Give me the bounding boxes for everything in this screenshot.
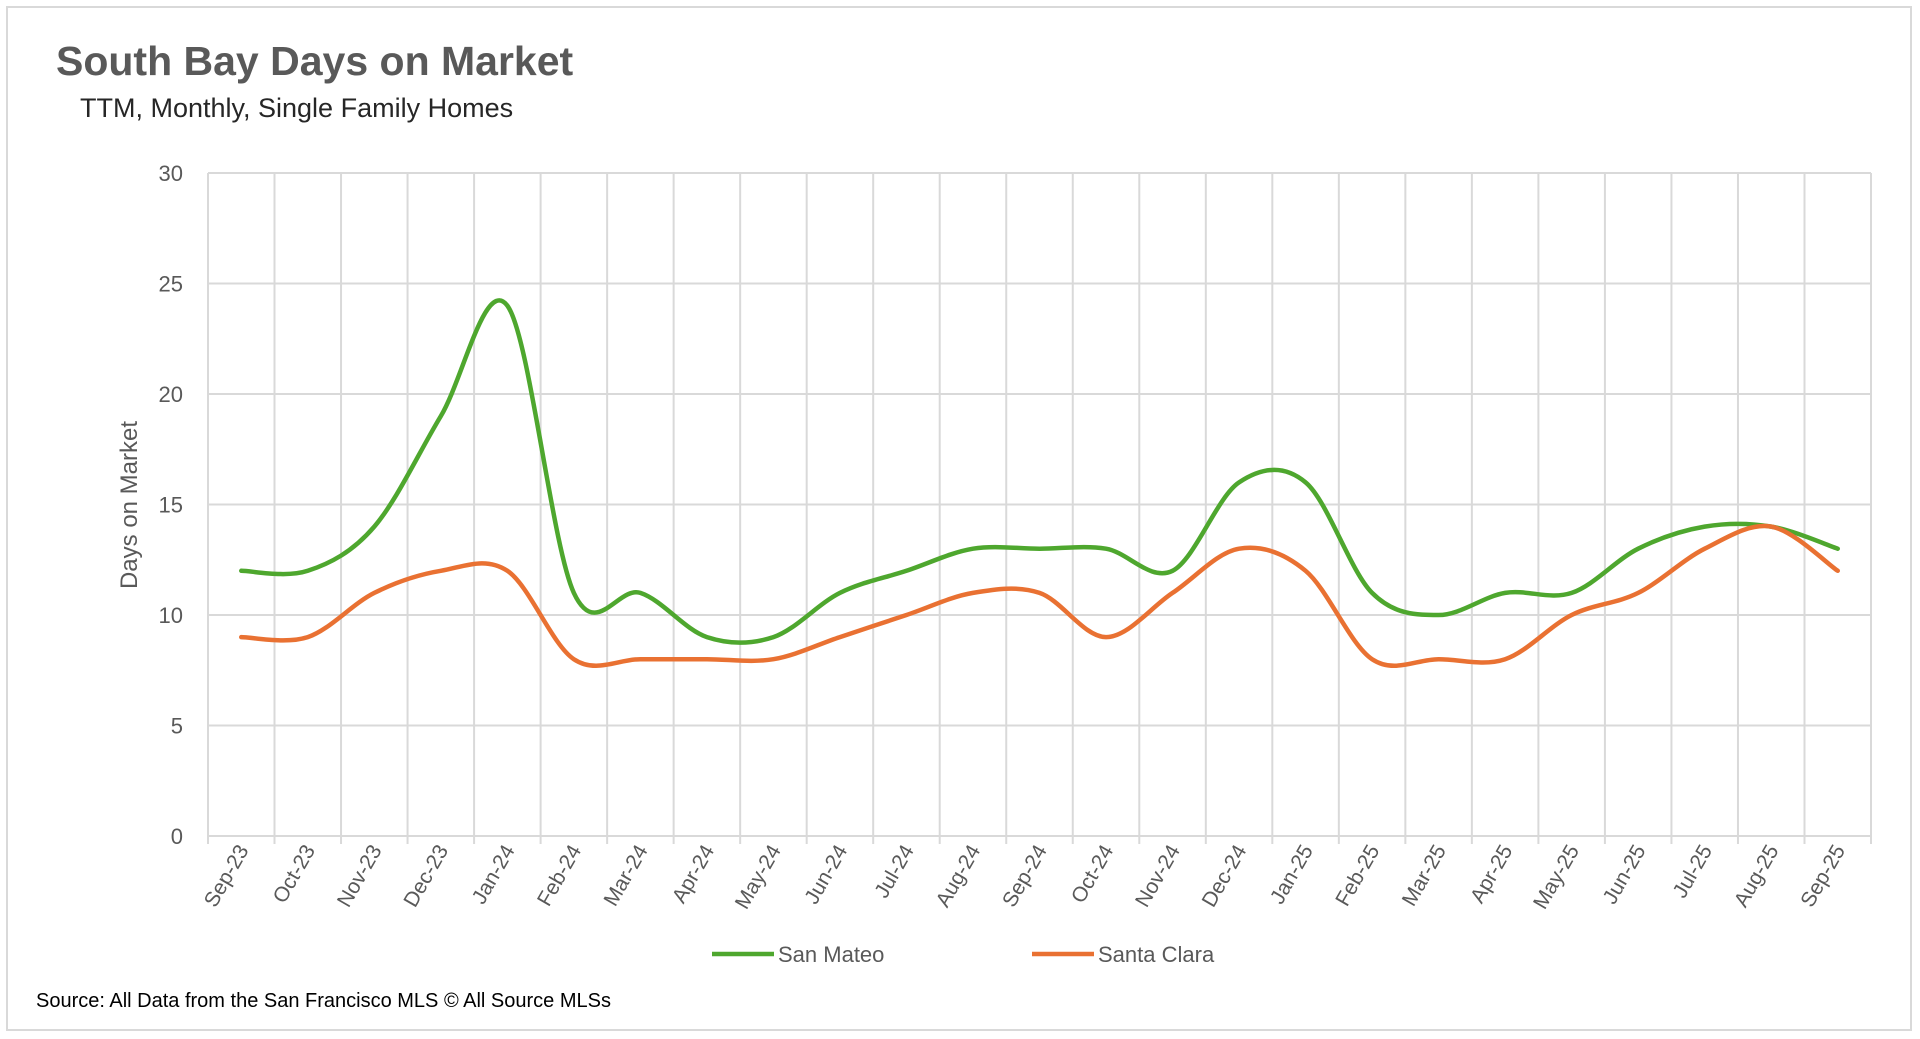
y-tick-label: 15 [159,493,183,518]
x-tick-label: May-24 [731,841,786,913]
x-tick-label: Sep-24 [998,841,1052,911]
y-axis-label: Days on Market [116,421,143,589]
x-tick-label: Dec-23 [399,841,453,911]
x-tick-label: May-25 [1529,841,1584,913]
legend-label-santa-clara: Santa Clara [1098,942,1215,967]
y-tick-label: 0 [171,824,183,849]
series-line-san-mateo [239,298,1840,645]
x-tick-label: Nov-24 [1131,841,1185,911]
chart-subtitle: TTM, Monthly, Single Family Homes [80,93,514,123]
x-tick-label: Sep-23 [200,841,254,911]
chart-title: South Bay Days on Market [56,38,574,84]
x-tick-label: Oct-23 [269,841,320,907]
x-tick-label: Jul-25 [1669,841,1718,902]
x-tick-label: Aug-24 [932,841,986,911]
y-axis-ticks: 0 5 10 15 20 25 30 [159,161,183,849]
x-tick-label: Feb-25 [1331,841,1384,910]
x-tick-label: Jul-24 [870,841,919,902]
legend-label-san-mateo: San Mateo [778,942,884,967]
y-tick-label: 25 [159,272,183,297]
x-tick-label: Mar-24 [600,841,653,910]
gridlines [207,172,1872,844]
x-axis-ticks: Sep-23 Oct-23 Nov-23 Dec-23 Jan-24 Feb-24 Mar-… [200,841,1850,913]
x-tick-label: Aug-25 [1730,841,1784,911]
x-tick-label: Jan-24 [468,841,520,908]
x-tick-label: Jun-24 [800,841,852,908]
series-lines [239,298,1840,668]
y-tick-label: 30 [159,161,183,186]
x-tick-label: Oct-24 [1067,841,1119,907]
y-tick-label: 20 [159,382,183,407]
chart-frame [6,6,1912,1031]
x-tick-label: Jun-25 [1598,841,1650,908]
y-tick-label: 5 [171,714,183,739]
source-note: Source: All Data from the San Francisco … [36,990,611,1012]
x-tick-label: Sep-25 [1796,841,1850,911]
x-tick-label: Nov-23 [333,841,387,911]
x-tick-label: Feb-24 [533,841,586,910]
series-line-santa-clara [239,523,1840,668]
x-tick-label: Apr-24 [668,841,720,907]
y-tick-label: 10 [159,603,183,628]
legend: San Mateo Santa Clara [712,942,1215,967]
x-tick-label: Jan-25 [1266,841,1318,908]
x-tick-label: Dec-24 [1198,841,1252,911]
x-tick-label: Apr-25 [1466,841,1517,907]
x-tick-label: Mar-25 [1398,841,1451,910]
